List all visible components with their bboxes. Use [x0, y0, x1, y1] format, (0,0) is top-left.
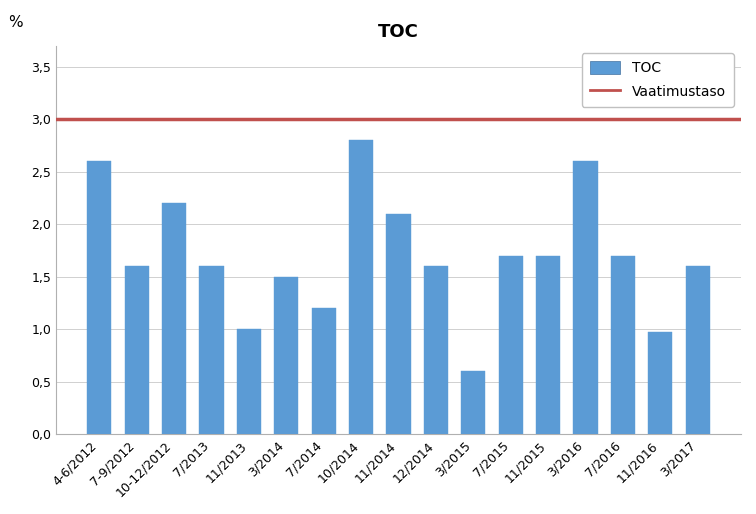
Bar — [349, 140, 373, 434]
Bar — [274, 277, 299, 434]
Bar — [125, 266, 149, 434]
Bar — [424, 266, 448, 434]
Bar — [573, 161, 598, 434]
Bar — [311, 308, 336, 434]
Bar — [686, 266, 710, 434]
Bar — [87, 161, 111, 434]
Legend: TOC, Vaatimustaso: TOC, Vaatimustaso — [581, 53, 734, 107]
Bar — [237, 329, 261, 434]
Bar — [461, 371, 485, 434]
Bar — [386, 214, 411, 434]
Title: TOC: TOC — [378, 24, 419, 42]
Bar — [536, 255, 560, 434]
Bar — [162, 203, 186, 434]
Bar — [498, 255, 523, 434]
Text: %: % — [8, 15, 23, 30]
Bar — [200, 266, 224, 434]
Bar — [611, 255, 635, 434]
Bar — [648, 332, 673, 434]
